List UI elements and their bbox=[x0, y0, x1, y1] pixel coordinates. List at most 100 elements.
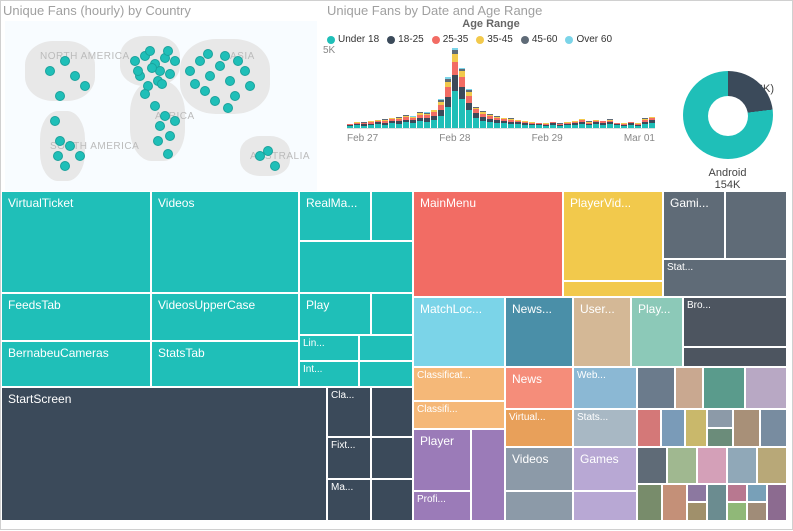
treemap-cell[interactable]: FeedsTab bbox=[1, 293, 151, 341]
map-dot[interactable] bbox=[170, 116, 180, 126]
treemap-cell[interactable]: Play... bbox=[631, 297, 683, 367]
treemap-cell[interactable]: Profi... bbox=[413, 491, 471, 521]
treemap-cell[interactable]: BernabeuCameras bbox=[1, 341, 151, 387]
bar-column[interactable] bbox=[487, 114, 493, 128]
map-dot[interactable] bbox=[157, 79, 167, 89]
legend-item[interactable]: 45-60 bbox=[521, 34, 558, 45]
bar-column[interactable] bbox=[600, 121, 606, 128]
bar-column[interactable] bbox=[375, 120, 381, 128]
treemap-cell[interactable] bbox=[707, 409, 733, 428]
treemap-cell[interactable]: Videos bbox=[505, 447, 573, 491]
map-dot[interactable] bbox=[223, 103, 233, 113]
bar-column[interactable] bbox=[410, 116, 416, 128]
treemap-cell[interactable]: VideosUpperCase bbox=[151, 293, 299, 341]
treemap-cell[interactable] bbox=[707, 484, 727, 521]
treemap-cell[interactable]: User... bbox=[573, 297, 631, 367]
map-dot[interactable] bbox=[45, 66, 55, 76]
map-dot[interactable] bbox=[147, 63, 157, 73]
treemap-cell[interactable] bbox=[667, 447, 697, 484]
treemap-cell[interactable] bbox=[747, 502, 767, 521]
treemap-cell[interactable] bbox=[637, 484, 662, 521]
map-dot[interactable] bbox=[130, 56, 140, 66]
treemap-cell[interactable] bbox=[747, 484, 767, 502]
treemap-cell[interactable]: Classifi... bbox=[413, 401, 505, 429]
bar-column[interactable] bbox=[473, 107, 479, 128]
treemap-cell[interactable] bbox=[661, 409, 685, 447]
treemap-cell[interactable]: Stats... bbox=[573, 409, 637, 447]
bar-column[interactable] bbox=[445, 77, 451, 128]
map-dot[interactable] bbox=[240, 66, 250, 76]
map-dot[interactable] bbox=[185, 66, 195, 76]
map-dot[interactable] bbox=[70, 71, 80, 81]
map-dot[interactable] bbox=[60, 56, 70, 66]
bar-column[interactable] bbox=[438, 99, 444, 128]
map-dot[interactable] bbox=[190, 79, 200, 89]
legend-item[interactable]: 25-35 bbox=[432, 34, 469, 45]
bar-column[interactable] bbox=[550, 122, 556, 128]
treemap-cell[interactable] bbox=[707, 428, 733, 447]
bar-column[interactable] bbox=[515, 120, 521, 128]
map-dot[interactable] bbox=[163, 46, 173, 56]
treemap-cell[interactable]: Virtual... bbox=[505, 409, 573, 447]
map-dot[interactable] bbox=[165, 131, 175, 141]
bar-column[interactable] bbox=[635, 123, 641, 128]
bar-column[interactable] bbox=[572, 121, 578, 128]
bar-column[interactable] bbox=[649, 117, 655, 128]
treemap-cell[interactable]: Fixt... bbox=[327, 437, 371, 479]
map-dot[interactable] bbox=[160, 111, 170, 121]
treemap-cell[interactable]: VirtualTicket bbox=[1, 191, 151, 293]
treemap-cell[interactable] bbox=[505, 491, 573, 521]
bar-column[interactable] bbox=[480, 111, 486, 128]
map-dot[interactable] bbox=[60, 161, 70, 171]
map-dot[interactable] bbox=[263, 146, 273, 156]
treemap-cell[interactable]: Play bbox=[299, 293, 371, 335]
treemap-cell[interactable]: Classificat... bbox=[413, 367, 505, 401]
map-dot[interactable] bbox=[80, 81, 90, 91]
treemap-cell[interactable]: PlayerVid... bbox=[563, 191, 663, 281]
treemap-cell[interactable] bbox=[637, 367, 675, 409]
bar-column[interactable] bbox=[564, 122, 570, 128]
bar-column[interactable] bbox=[579, 119, 585, 128]
treemap-cell[interactable] bbox=[371, 479, 413, 521]
treemap-cell[interactable] bbox=[371, 387, 413, 437]
bar-column[interactable] bbox=[522, 121, 528, 128]
map-dot[interactable] bbox=[155, 121, 165, 131]
treemap-cell[interactable] bbox=[662, 484, 687, 521]
bar-column[interactable] bbox=[508, 118, 514, 128]
treemap-cell[interactable]: Videos bbox=[151, 191, 299, 293]
bar-column[interactable] bbox=[536, 123, 542, 128]
map-area[interactable]: NORTH AMERICA SOUTH AMERICA AFRICA ASIA … bbox=[5, 21, 317, 191]
bar-column[interactable] bbox=[501, 118, 507, 128]
bar-column[interactable] bbox=[424, 112, 430, 128]
map-dot[interactable] bbox=[170, 56, 180, 66]
map-dot[interactable] bbox=[165, 69, 175, 79]
treemap-cell[interactable] bbox=[745, 367, 787, 409]
bar-column[interactable] bbox=[557, 123, 563, 128]
map-dot[interactable] bbox=[50, 116, 60, 126]
bar-column[interactable] bbox=[593, 120, 599, 128]
bar-column[interactable] bbox=[452, 48, 458, 128]
map-dot[interactable] bbox=[53, 151, 63, 161]
bar-column[interactable] bbox=[361, 122, 367, 128]
treemap-cell[interactable] bbox=[637, 447, 667, 484]
map-dot[interactable] bbox=[55, 136, 65, 146]
treemap-cell[interactable] bbox=[471, 429, 505, 521]
bar-column[interactable] bbox=[389, 118, 395, 128]
map-dot[interactable] bbox=[220, 51, 230, 61]
donut-chart[interactable] bbox=[683, 71, 773, 159]
treemap-cell[interactable] bbox=[371, 191, 413, 241]
map-dot[interactable] bbox=[150, 101, 160, 111]
treemap-cell[interactable]: Web... bbox=[573, 367, 637, 409]
map-dot[interactable] bbox=[153, 136, 163, 146]
treemap-cell[interactable] bbox=[683, 347, 787, 367]
bar-column[interactable] bbox=[494, 116, 500, 128]
treemap-cell[interactable] bbox=[727, 447, 757, 484]
bar-column[interactable] bbox=[543, 123, 549, 128]
treemap-cell[interactable] bbox=[733, 409, 760, 447]
bar-column[interactable] bbox=[354, 122, 360, 128]
legend-item[interactable]: Over 60 bbox=[565, 34, 612, 45]
treemap-cell[interactable] bbox=[637, 409, 661, 447]
treemap-cell[interactable] bbox=[727, 484, 747, 502]
bar-column[interactable] bbox=[431, 110, 437, 128]
treemap-cell[interactable] bbox=[573, 491, 637, 521]
